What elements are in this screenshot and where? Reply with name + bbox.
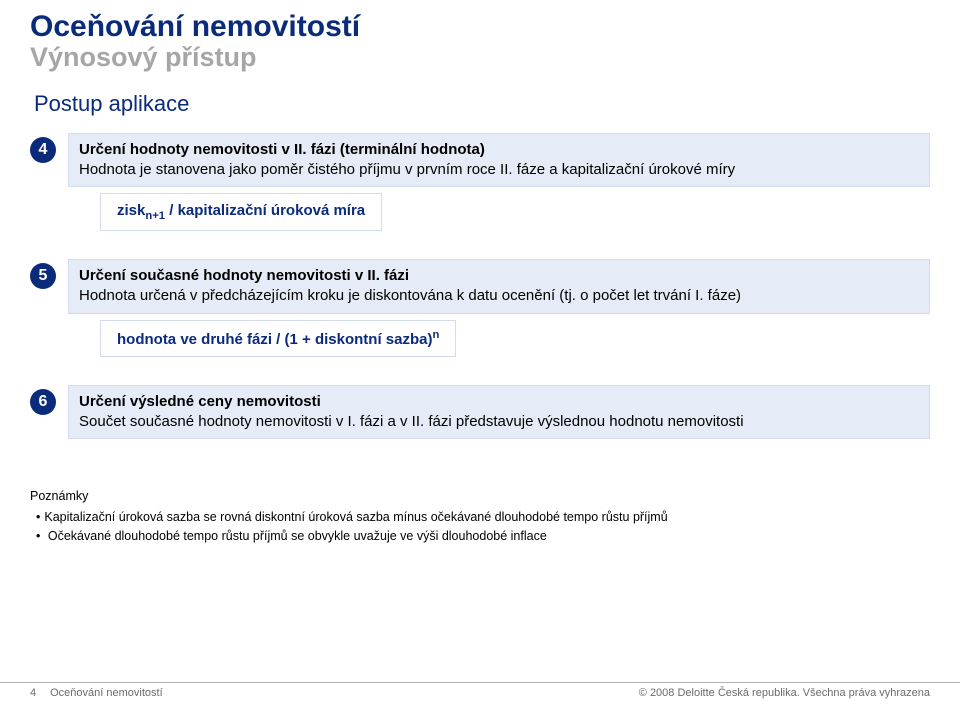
step-row: 5 Určení současné hodnoty nemovitosti v … [30, 259, 930, 314]
section-heading: Postup aplikace [34, 91, 930, 117]
formula-box: ziskn+1 / kapitalizační úroková míra [100, 193, 382, 231]
footer-page-number: 4 [30, 687, 36, 699]
notes-item: Kapitalizační úroková sazba se rovná dis… [36, 508, 930, 527]
step-number-badge: 5 [30, 263, 56, 289]
step-title: Určení současné hodnoty nemovitosti v II… [79, 267, 409, 284]
footer: 4 Oceňování nemovitostí © 2008 Deloitte … [0, 682, 960, 699]
step-box: Určení současné hodnoty nemovitosti v II… [68, 259, 930, 314]
step-title: Určení hodnoty nemovitosti v II. fázi (t… [79, 141, 485, 158]
page: Oceňování nemovitostí Výnosový přístup P… [0, 0, 960, 707]
footer-doc-title: Oceňování nemovitostí [50, 687, 163, 699]
step-row: 6 Určení výsledné ceny nemovitosti Souče… [30, 385, 930, 440]
formula-main: hodnota ve druhé fázi / (1 + diskontní s… [117, 331, 432, 348]
footer-left: 4 Oceňování nemovitostí [30, 687, 163, 699]
step-body: Hodnota určená v předcházejícím kroku je… [79, 287, 741, 304]
step-box: Určení hodnoty nemovitosti v II. fázi (t… [68, 133, 930, 188]
formula-box: hodnota ve druhé fázi / (1 + diskontní s… [100, 320, 456, 357]
notes-item: Očekávané dlouhodobé tempo růstu příjmů … [36, 527, 930, 546]
step-row: 4 Určení hodnoty nemovitosti v II. fázi … [30, 133, 930, 188]
formula-sub: n+1 [145, 210, 165, 222]
notes-list: Kapitalizační úroková sazba se rovná dis… [30, 508, 930, 546]
step-number-badge: 4 [30, 137, 56, 163]
page-subtitle: Výnosový přístup [30, 43, 930, 73]
step-box: Určení výsledné ceny nemovitosti Součet … [68, 385, 930, 440]
step-body: Hodnota je stanovena jako poměr čistého … [79, 161, 735, 178]
step-title: Určení výsledné ceny nemovitosti [79, 393, 321, 410]
notes-section: Poznámky Kapitalizační úroková sazba se … [30, 487, 930, 545]
formula-pre: zisk [117, 202, 145, 219]
formula-sup: n [432, 329, 439, 341]
step-number-badge: 6 [30, 389, 56, 415]
notes-heading: Poznámky [30, 487, 930, 506]
footer-copyright: © 2008 Deloitte Česká republika. Všechna… [639, 687, 930, 699]
step-body: Součet současné hodnoty nemovitosti v I.… [79, 413, 744, 430]
page-title: Oceňování nemovitostí [30, 10, 930, 43]
formula-post: / kapitalizační úroková míra [165, 202, 365, 219]
